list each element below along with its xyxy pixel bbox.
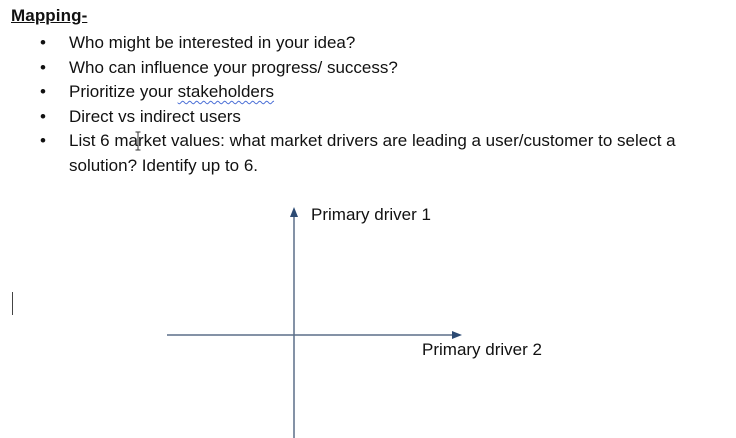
text-insertion-caret [12,292,13,315]
i-beam-cursor-icon [135,131,141,151]
bullet-item-users: Direct vs indirect users [38,105,734,130]
spellcheck-flagged-word[interactable]: stakeholders [177,82,275,101]
bullet-prefix-text: Prioritize your [69,82,178,101]
horizontal-axis-arrow-icon [452,331,462,339]
bullet-item-prioritize: Prioritize your stakeholders [38,80,734,105]
horizontal-axis-label: Primary driver 2 [422,340,542,359]
section-heading: Mapping- [11,6,88,25]
bullet-list: Who might be interested in your idea? Wh… [38,31,734,178]
bullet-item-interested: Who might be interested in your idea? [38,31,734,56]
vertical-axis-arrow-icon [290,207,298,217]
bullet-item-influence: Who can influence your progress/ success… [38,56,734,81]
bullet-item-market-values: List 6 market values: what market driver… [38,129,734,178]
vertical-axis-label: Primary driver 1 [311,205,431,224]
